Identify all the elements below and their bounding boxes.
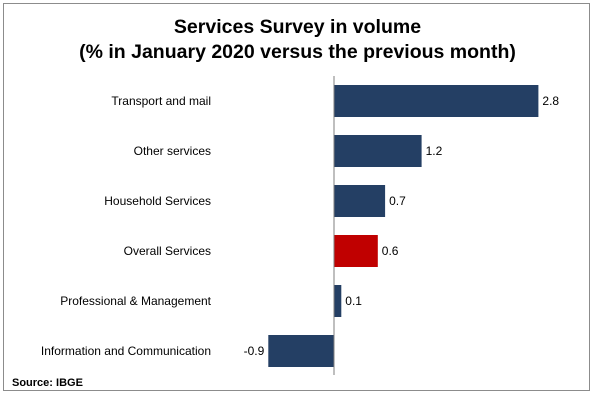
value-label-0: 2.8 (542, 94, 559, 108)
value-label-4: 0.1 (345, 294, 362, 308)
chart-frame (3, 3, 590, 391)
value-label-2: 0.7 (389, 194, 406, 208)
category-label-0: Transport and mail (111, 94, 211, 108)
category-label-3: Overall Services (124, 244, 211, 258)
category-labels: Transport and mail Other services Househol… (41, 94, 212, 358)
bar-4 (334, 285, 342, 317)
category-label-4: Professional & Management (60, 294, 211, 308)
bar-1 (334, 135, 422, 167)
category-label-5: Information and Communication (41, 344, 211, 358)
source-note: Source: IBGE (12, 377, 83, 389)
chart-subtitle: (% in January 2020 versus the previous m… (79, 41, 516, 63)
category-label-1: Other services (134, 144, 211, 158)
bar-0 (334, 85, 539, 117)
bar-2 (334, 185, 386, 217)
category-label-2: Household Services (104, 194, 211, 208)
chart-title: Services Survey in volume (173, 16, 422, 38)
value-labels: 2.8 1.2 0.7 0.6 0.1 -0.9 (244, 94, 560, 358)
value-label-1: 1.2 (426, 144, 443, 158)
bar-3 (334, 235, 378, 267)
value-label-3: 0.6 (382, 244, 399, 258)
value-label-5: -0.9 (244, 344, 265, 358)
bars-group (268, 85, 539, 367)
bar-5 (268, 335, 334, 367)
